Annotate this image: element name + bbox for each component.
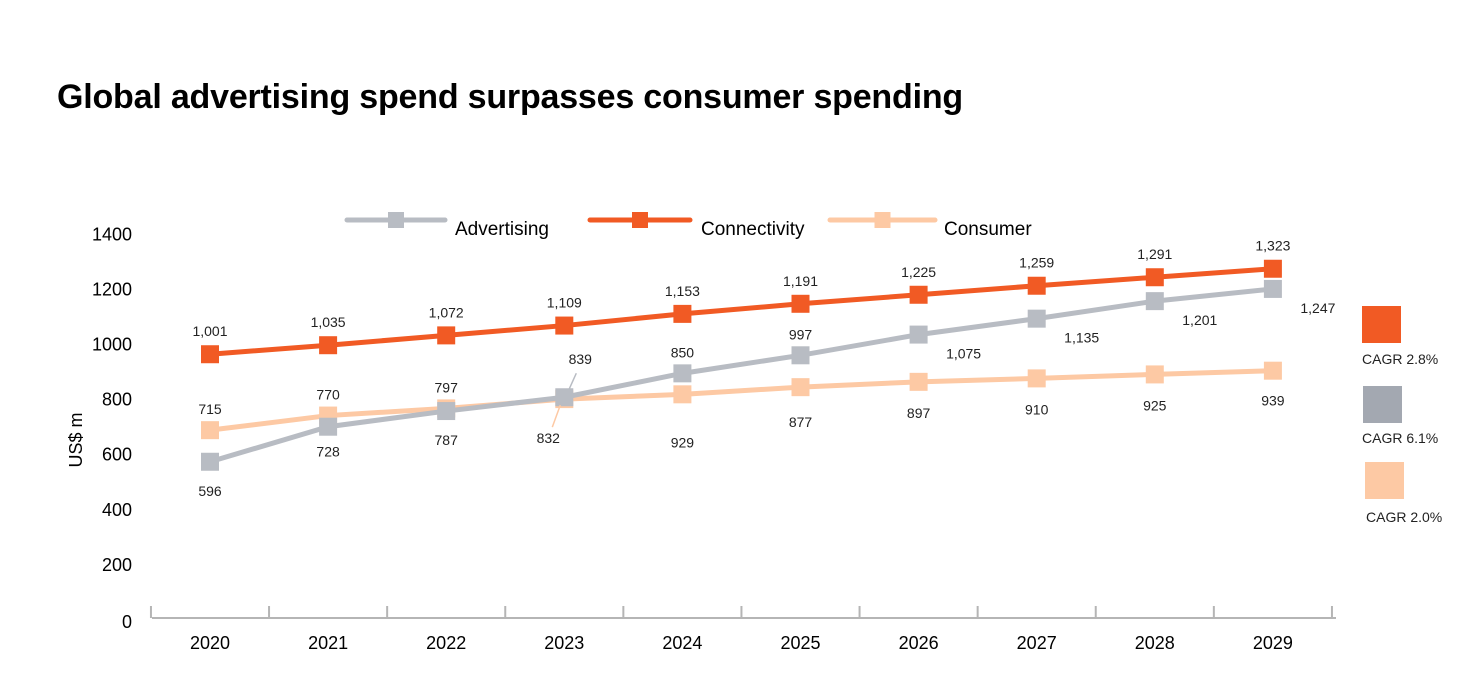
data-label-consumer: 910	[1025, 401, 1049, 417]
data-point-consumer	[673, 385, 692, 404]
data-point-connectivity	[1145, 268, 1164, 287]
data-label-connectivity: 1,191	[783, 273, 818, 289]
data-point-advertising	[437, 402, 456, 421]
cagr-swatch-consumer	[1365, 462, 1404, 499]
data-label-advertising: 1,135	[1064, 330, 1099, 346]
data-label-advertising: 728	[316, 444, 340, 460]
data-point-connectivity	[201, 345, 219, 364]
data-label-advertising: 839	[569, 351, 593, 367]
data-label-consumer: 797	[435, 379, 459, 395]
legend-label-advertising: Advertising	[455, 219, 549, 240]
data-label-consumer: 832	[537, 430, 561, 446]
data-label-advertising: 1,247	[1300, 300, 1335, 316]
data-point-advertising	[1027, 309, 1046, 328]
legend-label-connectivity: Connectivity	[701, 219, 805, 240]
x-tick-label: 2027	[1017, 633, 1057, 653]
x-tick-label: 2021	[308, 633, 348, 653]
x-tick-label: 2026	[899, 633, 939, 653]
data-label-connectivity: 1,001	[192, 323, 227, 339]
legend-label-consumer: Consumer	[944, 219, 1032, 240]
legend-marker-consumer	[874, 212, 891, 228]
data-point-connectivity	[673, 304, 692, 323]
data-point-advertising	[791, 346, 810, 365]
data-label-consumer: 925	[1143, 397, 1167, 413]
data-point-connectivity	[1027, 276, 1046, 295]
x-tick-label: 2020	[190, 633, 230, 653]
data-point-connectivity	[555, 316, 574, 335]
data-label-advertising: 596	[198, 483, 222, 499]
data-point-connectivity	[791, 294, 810, 313]
cagr-swatch-advertising	[1363, 386, 1402, 423]
x-tick-label: 2028	[1135, 633, 1175, 653]
data-point-advertising	[1145, 292, 1164, 311]
y-tick-label: 1400	[92, 224, 132, 244]
data-point-consumer	[1263, 361, 1282, 380]
cagr-swatch-connectivity	[1362, 306, 1401, 343]
data-label-consumer: 715	[198, 401, 222, 417]
data-label-connectivity: 1,109	[547, 295, 582, 311]
y-tick-label: 600	[102, 445, 132, 465]
legend-marker-connectivity	[632, 212, 648, 228]
cagr-label-consumer: CAGR 2.0%	[1366, 509, 1442, 525]
data-point-advertising	[555, 388, 574, 407]
data-label-connectivity: 1,291	[1137, 246, 1172, 262]
data-point-advertising	[201, 452, 219, 471]
y-tick-label: 1000	[92, 335, 132, 355]
data-point-advertising	[319, 417, 338, 436]
x-tick-label: 2024	[662, 633, 702, 653]
data-point-consumer	[1027, 369, 1046, 388]
leader-line	[551, 404, 562, 428]
data-point-consumer	[909, 372, 928, 391]
data-label-consumer: 939	[1261, 393, 1285, 409]
data-label-advertising: 997	[789, 326, 813, 342]
data-label-connectivity: 1,225	[901, 264, 936, 280]
data-point-consumer	[791, 378, 810, 397]
data-label-connectivity: 1,259	[1019, 255, 1054, 271]
data-point-consumer	[201, 421, 219, 440]
data-point-connectivity	[437, 326, 456, 345]
cagr-label-advertising: CAGR 6.1%	[1362, 430, 1438, 446]
leader-line	[566, 372, 577, 394]
y-tick-label: 0	[122, 612, 132, 632]
y-tick-label: 200	[102, 555, 132, 575]
x-tick-label: 2029	[1253, 633, 1293, 653]
y-axis-label: US$ m	[66, 412, 86, 467]
x-tick-label: 2022	[426, 633, 466, 653]
cagr-label-connectivity: CAGR 2.8%	[1362, 351, 1438, 367]
series-line-connectivity	[209, 266, 1274, 357]
data-point-advertising	[1263, 279, 1282, 298]
data-label-connectivity: 1,035	[311, 314, 346, 330]
y-tick-label: 400	[102, 500, 132, 520]
series-line-consumer	[209, 368, 1273, 433]
data-point-connectivity	[319, 336, 338, 355]
data-label-advertising: 787	[435, 432, 459, 448]
data-label-consumer: 929	[671, 434, 695, 450]
data-label-consumer: 877	[789, 414, 813, 430]
chart-title: Global advertising spend surpasses consu…	[57, 78, 963, 116]
series-line-advertising	[209, 286, 1274, 465]
legend-marker-advertising	[388, 212, 404, 228]
x-tick-label: 2023	[544, 633, 584, 653]
y-tick-label: 1200	[92, 279, 132, 299]
data-point-connectivity	[909, 285, 928, 304]
data-label-advertising: 1,201	[1182, 312, 1217, 328]
data-label-advertising: 1,075	[946, 346, 981, 362]
data-label-consumer: 770	[316, 387, 340, 403]
data-label-connectivity: 1,072	[429, 304, 464, 320]
data-label-consumer: 897	[907, 405, 931, 421]
data-label-connectivity: 1,323	[1255, 238, 1290, 254]
y-tick-label: 800	[102, 390, 132, 410]
data-label-advertising: 850	[671, 344, 695, 360]
data-point-consumer	[1145, 365, 1164, 384]
data-point-connectivity	[1263, 259, 1282, 278]
data-label-connectivity: 1,153	[665, 283, 700, 299]
data-point-advertising	[909, 325, 928, 344]
x-tick-label: 2025	[780, 633, 820, 653]
data-point-advertising	[673, 364, 692, 383]
